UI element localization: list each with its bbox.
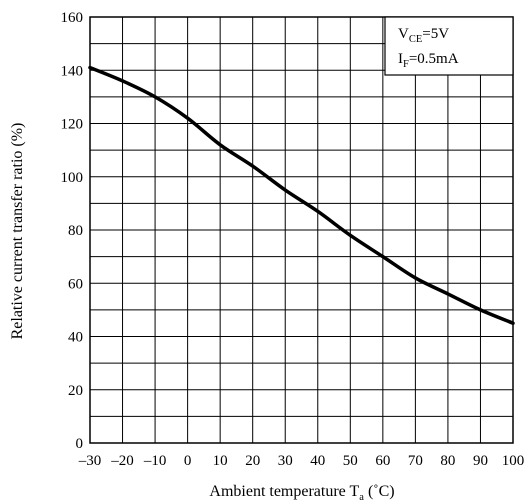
x-tick-labels: –30 –20 –10 0 10 20 30 40 50 60 70 80 90 100 [78,453,525,469]
x-tick-label: 80 [440,453,455,469]
x-tick-label: 90 [473,453,488,469]
x-tick-label: 40 [310,453,325,469]
data-point [348,233,352,237]
y-tick-label: 60 [68,276,83,292]
x-tick-label: 60 [375,453,390,469]
data-point [153,95,157,99]
data-point [446,292,450,296]
y-tick-label: 0 [76,436,84,452]
data-point [413,276,417,280]
legend-background [384,16,514,76]
data-point [511,321,515,325]
data-point [316,209,320,213]
data-point [121,79,125,83]
x-tick-label: 50 [343,453,358,469]
y-tick-label: 20 [68,383,83,399]
y-tick-label: 160 [61,10,84,26]
data-point [283,188,287,192]
x-tick-label: –20 [110,453,134,469]
condition-vce: VCE=5V [398,26,449,45]
x-tick-label: 10 [213,453,228,469]
y-tick-label: 140 [61,63,84,79]
x-tick-label: 20 [245,453,260,469]
x-tick-label: –10 [143,453,167,469]
series-points [88,66,515,325]
x-tick-label: 30 [278,453,293,469]
plot-frame [89,16,514,444]
legend-box: VCE=5V IF=0.5mA [384,16,514,76]
x-tick-label: 0 [184,453,192,469]
x-tick-label: –30 [78,453,102,469]
y-tick-label: 120 [61,117,84,133]
data-point [251,164,255,168]
condition-if: IF=0.5mA [398,51,459,70]
data-point [186,116,190,120]
data-point [218,143,222,147]
series-line [88,65,515,325]
x-tick-label: 100 [502,453,525,469]
y-tick-label: 40 [68,330,83,346]
data-point [478,308,482,312]
y-axis-label: Relative current transfer ratio (%) [9,123,26,340]
y-tick-label: 100 [61,170,84,186]
y-tick-label: 80 [68,223,83,239]
x-tick-label: 70 [408,453,423,469]
data-point [88,66,92,70]
data-point [381,255,385,259]
x-axis-label: Ambient temperature Ta (˚C) [209,483,394,503]
grid-lines [89,16,514,444]
y-tick-labels: 0 20 40 60 80 100 120 140 160 [61,10,84,452]
